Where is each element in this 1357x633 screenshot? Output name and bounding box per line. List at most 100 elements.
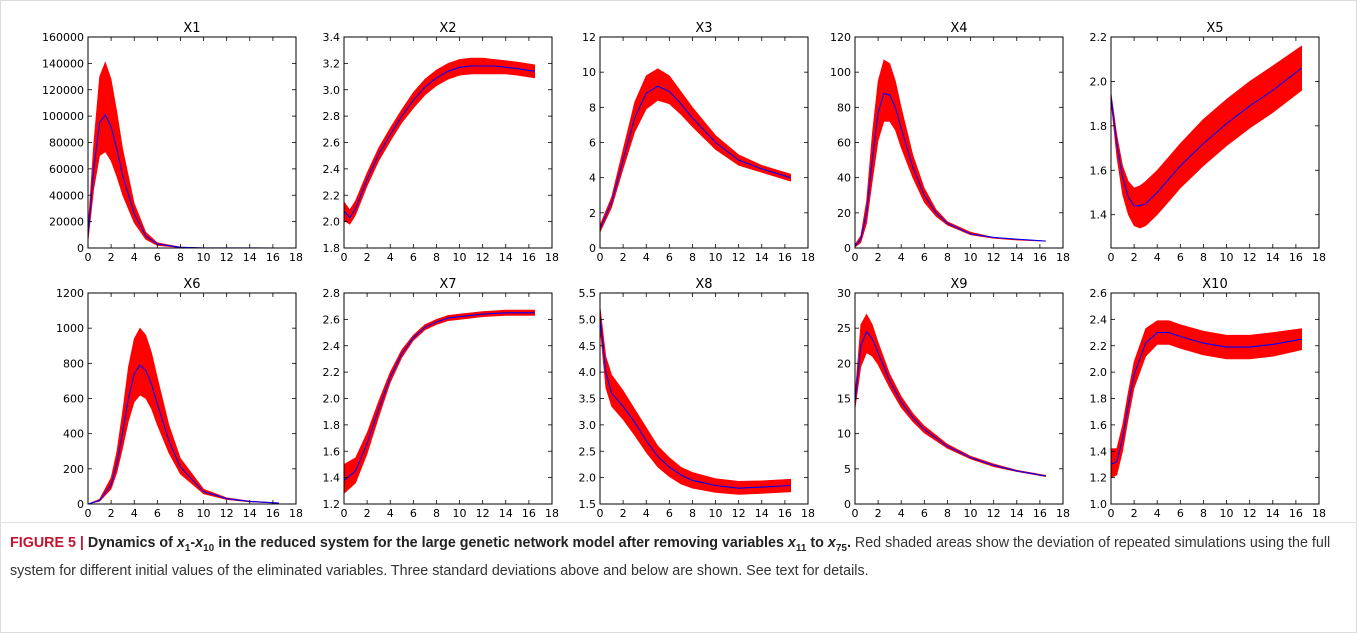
x-tick-label: 14 [1010,507,1024,520]
x-tick-label: 10 [1220,507,1234,520]
chart-title: X10 [1202,277,1227,292]
x-tick-label: 18 [289,251,303,264]
x-tick-label: 16 [522,507,536,520]
y-tick-label: 60 [837,137,851,150]
x-tick-label: 14 [755,251,769,264]
x-tick-label: 12 [1243,507,1257,520]
x-tick-label: 16 [266,507,280,520]
mean-line [1110,332,1302,465]
mean-line [1110,67,1303,207]
x-tick-label: 0 [852,507,859,520]
y-tick-label: 1.2 [323,498,341,511]
deviation-band [854,313,1046,477]
y-tick-label: 5.0 [579,313,597,326]
mean-line [599,85,791,229]
charts-grid: 0 2 4 6 8 10 12 14 16 180200004000060000800001000… [42,21,1326,520]
x-tick-label: 10 [453,251,467,264]
x-tick-label: 0 [85,251,92,264]
mean-line [343,312,535,481]
x-tick-label: 16 [266,251,280,264]
x-tick-label: 8 [944,251,951,264]
y-tick-label: 400 [63,428,84,441]
x-tick-label: 16 [522,251,536,264]
y-tick-label: 1.6 [1090,419,1108,432]
y-tick-label: 3.5 [579,393,597,406]
y-tick-label: 0 [77,498,84,511]
x-tick-label: 0 [341,507,348,520]
chart-title: X1 [183,21,200,36]
x-tick-label: 18 [1056,507,1070,520]
x-tick-label: 18 [801,507,815,520]
y-tick-label: 100000 [42,110,84,123]
x-tick-label: 18 [545,251,559,264]
y-tick-label: 10 [837,428,851,441]
y-tick-label: 2.4 [323,340,341,353]
y-tick-label: 1.4 [1090,209,1108,222]
y-tick-label: 1.4 [323,472,341,485]
x-tick-label: 8 [1200,507,1207,520]
caption-body: Red shaded areas show the deviation of r… [10,535,1331,579]
y-tick-label: 2.2 [323,366,341,379]
y-tick-label: 1.4 [1090,445,1108,458]
y-tick-label: 200 [63,463,84,476]
x-tick-label: 10 [964,507,978,520]
x-tick-label: 4 [131,507,138,520]
y-tick-label: 1.8 [1090,120,1108,133]
x-tick-label: 6 [666,251,673,264]
mean-line [599,316,791,489]
y-tick-label: 1.8 [323,419,341,432]
x-tick-label: 14 [755,507,769,520]
x-tick-label: 8 [433,507,440,520]
x-tick-label: 8 [1200,251,1207,264]
x-tick-label: 0 [85,507,92,520]
y-tick-label: 8 [589,101,596,114]
x-tick-label: 6 [1177,507,1184,520]
caption-divider [0,522,1357,523]
x-tick-label: 2 [1131,507,1138,520]
y-tick-label: 2.8 [323,287,341,300]
caption-label: FIGURE 5 | [10,535,88,551]
x-tick-label: 4 [1154,507,1161,520]
x-tick-label: 4 [643,251,650,264]
x-tick-label: 2 [875,507,882,520]
x-tick-label: 14 [499,507,513,520]
x-tick-label: 18 [1056,251,1070,264]
deviation-band [1110,320,1302,479]
plot-frame [343,292,553,505]
y-tick-label: 5.5 [579,287,597,300]
x-tick-label: 0 [597,507,604,520]
chart-2: 0 2 4 6 8 10 12 14 16 18 1.8 2.0 2.2 2.4 2.6 2.8 3.0 3.2 3… [323,21,560,264]
chart-title: X5 [1206,21,1223,36]
chart-7: 0 2 4 6 8 10 12 14 16 18 1.2 1.4 1.6 1.8 2.0 2.2 2.4 2.6 2… [323,277,560,520]
x-tick-label: 8 [177,251,184,264]
y-tick-label: 2 [589,207,596,220]
x-tick-label: 8 [944,507,951,520]
figure-caption: FIGURE 5 | Dynamics of x1-x10 in the red… [10,532,1340,582]
chart-title: X8 [695,277,712,292]
chart-title: X6 [183,277,200,292]
x-tick-label: 2 [620,507,627,520]
x-tick-label: 10 [197,251,211,264]
x-tick-label: 6 [921,251,928,264]
y-tick-label: 20 [837,357,851,370]
y-tick-label: 100 [830,66,851,79]
x-tick-label: 18 [801,251,815,264]
x-tick-label: 4 [387,251,394,264]
chart-title: X7 [439,277,456,292]
x-tick-label: 10 [709,251,723,264]
plot-frame [854,292,1064,505]
plot-frame [1110,36,1320,249]
y-tick-label: 1.2 [1090,472,1108,485]
deviation-band [87,61,279,249]
y-tick-label: 140000 [42,57,84,70]
y-tick-label: 1.0 [1090,498,1108,511]
y-tick-label: 30 [837,287,851,300]
y-tick-label: 4.0 [579,366,597,379]
chart-title: X9 [950,277,967,292]
x-tick-label: 12 [732,507,746,520]
x-tick-label: 18 [1312,251,1326,264]
deviation-band [343,57,535,225]
chart-title: X3 [695,21,712,36]
x-tick-label: 4 [1154,251,1161,264]
x-tick-label: 16 [1033,507,1047,520]
